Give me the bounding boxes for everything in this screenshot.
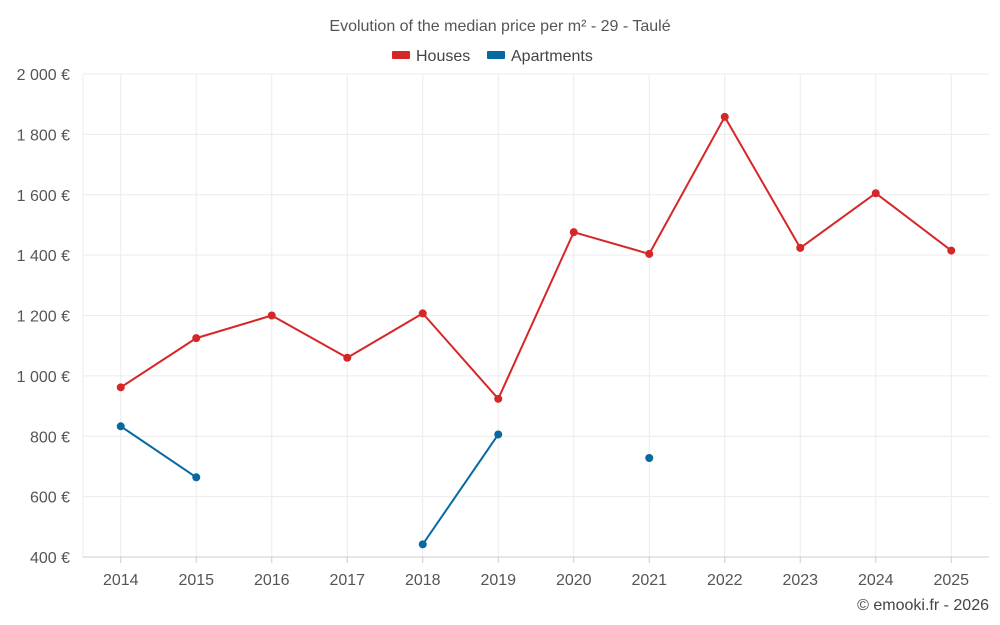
y-tick-label: 1 200 € [17,309,70,326]
legend-label-houses: Houses [416,48,470,65]
data-point-houses[interactable] [192,334,201,343]
y-axis: 400 € 600 € 800 € 1 000 € 1 200 € 1 400 € 1 60… [17,67,70,567]
x-tick-label: 2021 [631,572,667,589]
x-tick-label: 2022 [707,572,743,589]
x-tick-label: 2018 [405,572,441,589]
y-tick-label: 400 € [30,550,70,567]
x-tick-label: 2019 [480,572,516,589]
x-tick-label: 2020 [556,572,592,589]
x-tick-label: 2017 [329,572,365,589]
y-tick-label: 600 € [30,490,70,507]
data-point-apartments[interactable] [116,422,125,431]
series-line-apartments [421,433,500,545]
data-point-houses[interactable] [418,309,427,318]
data-point-houses[interactable] [569,228,578,237]
series-line-apartments [120,425,197,479]
data-point-houses[interactable] [947,246,956,255]
legend-swatch-apartments [487,51,505,59]
series-line-houses [120,115,952,400]
data-point-houses[interactable] [343,353,352,362]
legend-swatch-houses [392,51,410,59]
data-point-houses[interactable] [796,243,805,252]
x-tick-label: 2015 [178,572,214,589]
data-point-houses[interactable] [267,311,276,320]
series-points [116,112,956,549]
data-point-apartments[interactable] [645,453,654,462]
x-tick-label: 2024 [858,572,894,589]
data-point-apartments[interactable] [494,430,503,439]
data-point-houses[interactable] [116,383,125,392]
x-tick-label: 2023 [782,572,818,589]
x-axis: 2014 2015 2016 2017 2018 2019 2020 2021 2022 2023… [83,556,989,589]
y-tick-label: 1 800 € [17,127,70,144]
x-tick-label: 2014 [103,572,139,589]
data-point-apartments[interactable] [418,540,427,549]
credit-text: © emooki.fr - 2026 [857,597,989,614]
data-point-houses[interactable] [494,394,503,403]
y-tick-label: 1 000 € [17,369,70,386]
legend: Houses Apartments [392,48,593,65]
x-tick-label: 2016 [254,572,290,589]
legend-item-apartments[interactable]: Apartments [487,48,593,65]
legend-label-apartments: Apartments [511,48,593,65]
x-tick-label: 2025 [933,572,969,589]
data-point-houses[interactable] [720,112,729,121]
y-tick-label: 1 400 € [17,248,70,265]
y-tick-label: 800 € [30,429,70,446]
legend-item-houses[interactable]: Houses [392,48,470,65]
series-lines [120,115,952,545]
y-tick-label: 1 600 € [17,188,70,205]
data-point-apartments[interactable] [192,473,201,482]
y-tick-label: 2 000 € [17,67,70,84]
data-point-houses[interactable] [871,189,880,198]
chart-title: Evolution of the median price per m² - 2… [329,18,670,35]
data-point-houses[interactable] [645,249,654,258]
